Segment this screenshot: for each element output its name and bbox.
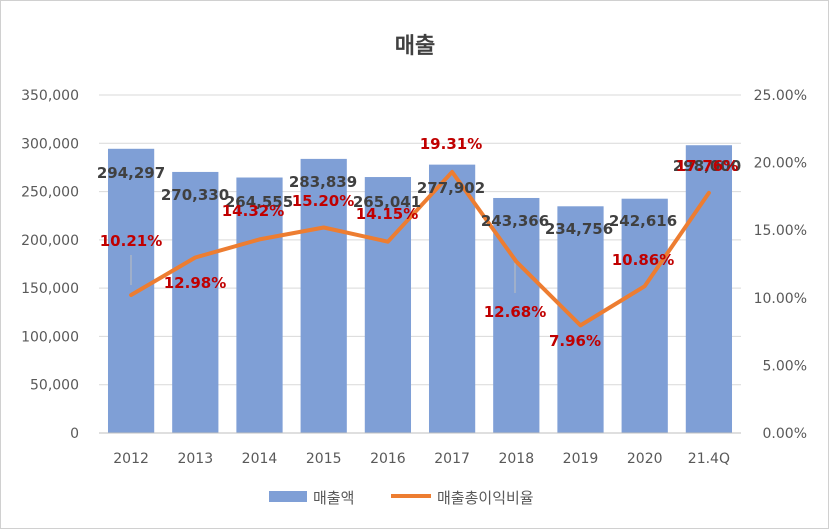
bar [557, 206, 604, 433]
left-tick-label: 250,000 [21, 185, 79, 201]
line-data-label: 17.76% [676, 157, 738, 175]
left-tick-label: 150,000 [21, 281, 79, 297]
bar [236, 177, 283, 433]
right-tick-label: 20.00% [754, 156, 807, 172]
bar-data-label: 270,330 [161, 186, 229, 204]
x-tick-label: 2019 [563, 451, 599, 467]
bar-series [107, 145, 733, 433]
legend-bar-swatch [269, 491, 307, 502]
bar-data-label: 264,555 [225, 193, 293, 211]
bar [685, 145, 733, 433]
left-tick-label: 50,000 [30, 378, 79, 394]
line-path [129, 169, 711, 328]
line-data-label: 14.15% [356, 205, 418, 223]
x-tick-label: 2020 [627, 451, 663, 467]
legend: 매출액 매출총이익비율 [269, 489, 534, 507]
x-tick-label: 2017 [434, 451, 470, 467]
bar-data-label: 242,616 [609, 212, 677, 230]
line-data-label: 14.32% [222, 202, 284, 220]
right-tick-label: 5.00% [763, 358, 807, 374]
line-data-labels: 10.21% 12.98% 14.32% 15.20%14.15% 19.31% 12.6… [100, 135, 738, 350]
left-axis: 0 50,000 100,000 150,000 200,000 250,000 300,0… [21, 88, 79, 442]
bar [107, 148, 155, 433]
x-tick-label: 21.4Q [688, 451, 730, 467]
line-series [129, 169, 711, 328]
x-tick-label: 2018 [498, 451, 534, 467]
chart-title: 매출 [395, 34, 435, 59]
x-tick-label: 2014 [242, 451, 278, 467]
bar [300, 158, 347, 433]
x-tick-label: 2016 [370, 451, 406, 467]
right-axis: 0.00% 5.00% 10.00% 15.00% 20.00% 25.00% [754, 88, 807, 442]
bar-data-label: 294,297 [97, 164, 165, 182]
bar [364, 177, 412, 433]
x-tick-label: 2013 [177, 451, 213, 467]
right-tick-label: 10.00% [754, 291, 807, 307]
right-tick-label: 15.00% [754, 223, 807, 239]
bar-data-label: 277,902 [417, 179, 485, 197]
legend-bar-label: 매출액 [313, 489, 354, 507]
line-data-label: 10.21% [100, 232, 162, 250]
left-tick-label: 100,000 [21, 329, 79, 345]
left-tick-label: 300,000 [21, 136, 79, 152]
x-tick-label: 2012 [113, 451, 149, 467]
left-tick-label: 350,000 [21, 88, 79, 104]
left-tick-label: 0 [70, 426, 79, 442]
bar-data-label: 283,839 [289, 173, 357, 191]
bar [621, 198, 668, 433]
right-tick-label: 0.00% [763, 426, 807, 442]
line-data-label: 7.96% [549, 332, 601, 350]
line-data-label: 19.31% [420, 135, 482, 153]
x-tick-label: 2015 [306, 451, 342, 467]
right-tick-label: 25.00% [754, 88, 807, 104]
leader-lines [130, 255, 516, 293]
bar [428, 164, 476, 433]
left-tick-label: 200,000 [21, 233, 79, 249]
line-data-label: 12.68% [484, 303, 546, 321]
line-data-label: 10.86% [612, 251, 674, 269]
bar-data-label: 298,000 [673, 157, 741, 175]
bar [172, 171, 219, 433]
line-data-label: 15.20% [292, 192, 354, 210]
bar-data-label: 265,041 [353, 193, 421, 211]
legend-line-label: 매출총이익비율 [437, 489, 534, 507]
x-axis: 2012 2013 2014 2015 2016 2017 2018 2019 2020 21.4… [99, 432, 741, 467]
bar-data-label: 234,756 [545, 220, 613, 238]
bar-data-label: 243,366 [481, 212, 549, 230]
line-data-label: 12.98% [164, 274, 226, 292]
